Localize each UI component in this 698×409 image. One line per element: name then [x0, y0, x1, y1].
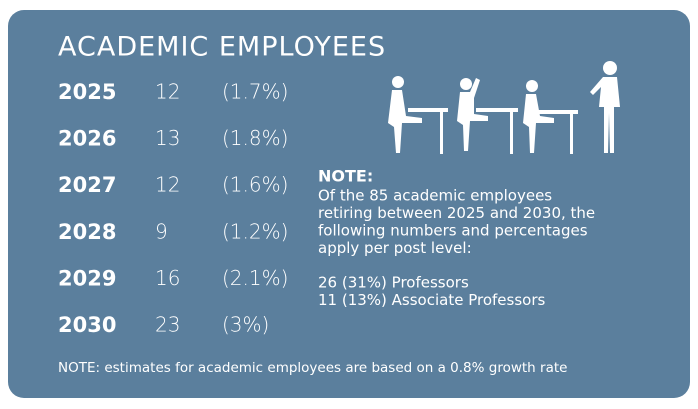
year: 2025 [58, 80, 116, 104]
count: 23 [155, 313, 180, 337]
percent: (2.1%) [222, 266, 288, 290]
count: 9 [155, 219, 168, 243]
count: 16 [155, 266, 180, 290]
year: 2028 [58, 220, 116, 244]
note-line: retiring between 2025 and 2030, the [318, 204, 595, 222]
percent: (3%) [222, 313, 269, 337]
count: 12 [155, 173, 180, 197]
percent: (1.7%) [222, 80, 288, 104]
year: 2030 [58, 313, 116, 337]
note-line: apply per post level: [318, 239, 472, 257]
card: ACADEMIC EMPLOYEES NOTE: NOTE: estimates… [0, 0, 698, 405]
percent: (1.8%) [222, 126, 288, 150]
year: 2026 [58, 127, 116, 151]
count: 12 [155, 80, 180, 104]
note-item: 26 (31%) Professors [318, 274, 469, 292]
year: 2029 [58, 266, 116, 290]
footnote: NOTE: estimates for academic employees a… [58, 360, 567, 376]
percent: (1.2%) [222, 219, 288, 243]
note-line: Of the 85 academic employees [318, 187, 552, 205]
note-item: 11 (13%) Associate Professors [318, 291, 545, 309]
note-heading: NOTE: [318, 167, 373, 186]
percent: (1.6%) [222, 173, 288, 197]
note-line: following numbers and percentages [318, 222, 588, 240]
title: ACADEMIC EMPLOYEES [58, 32, 386, 63]
count: 13 [155, 126, 180, 150]
year: 2027 [58, 173, 116, 197]
